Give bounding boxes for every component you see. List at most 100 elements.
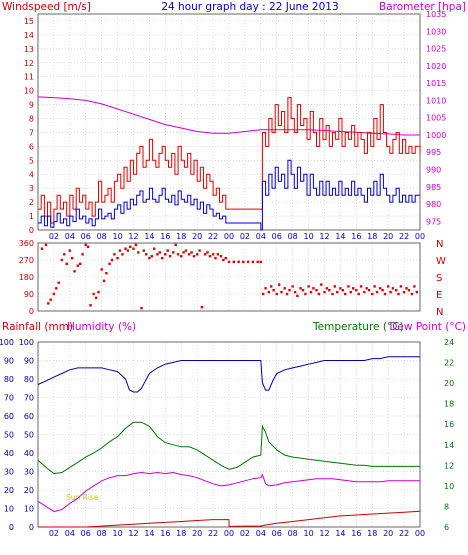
direction-point	[373, 285, 376, 288]
direction-point	[304, 292, 307, 296]
direction-point	[216, 253, 220, 256]
direction-point	[214, 256, 217, 260]
windspeed-tick: 6	[29, 142, 34, 151]
direction-point	[367, 289, 371, 292]
hour-tick-label: 08	[97, 529, 107, 538]
direction-point	[94, 296, 98, 299]
direction-point	[394, 289, 398, 292]
compass-label-s: S	[436, 273, 442, 284]
windspeed-tick: 10	[24, 87, 34, 96]
hour-tick-label: 22	[208, 232, 218, 241]
windspeed-axis-label: Windspeed [m/s]	[2, 1, 91, 13]
direction-point	[391, 287, 395, 290]
temperature-tick-labels: 6 8 10 12 14 16 18 20 22 24	[444, 338, 454, 532]
direction-point	[293, 290, 297, 294]
direction-point	[49, 298, 52, 301]
rainfall-tick: 20	[4, 486, 14, 495]
direction-point	[166, 249, 169, 252]
direction-point	[60, 258, 64, 262]
direction-point	[315, 289, 318, 292]
direction-point	[301, 289, 305, 292]
barometer-tick: 1030	[426, 27, 446, 36]
hour-tick-label: 12	[128, 232, 138, 241]
hour-tick-label: 16	[160, 232, 170, 241]
direction-point	[349, 290, 352, 294]
windspeed-tick: 2	[29, 198, 34, 207]
sun-rise-annotation: Sun Rise	[66, 493, 99, 502]
direction-point	[84, 243, 87, 247]
hour-tick-label: 12	[319, 232, 329, 241]
direction-point	[76, 264, 79, 267]
direction-point	[402, 290, 406, 294]
direction-point	[172, 251, 175, 254]
direction-point	[188, 253, 191, 256]
direction-degree-tick: 90	[24, 290, 34, 299]
humidity-tick: 40	[24, 449, 34, 458]
direction-point	[140, 307, 143, 310]
direction-point	[323, 290, 326, 294]
temperature-tick: 22	[444, 359, 454, 368]
humidity-tick: 80	[24, 375, 34, 384]
hour-tick-label: 22	[208, 529, 218, 538]
hour-tick-label: 00	[224, 529, 234, 538]
direction-point	[100, 268, 103, 271]
direction-plot-area	[37, 242, 421, 312]
hour-tick-label: 00	[224, 232, 234, 241]
direction-point	[312, 287, 315, 290]
compass-label-n: N	[436, 239, 443, 250]
hour-tick-label: 04	[256, 232, 266, 241]
direction-point	[355, 289, 358, 292]
direction-point	[124, 247, 127, 250]
temperature-tick: 6	[444, 523, 449, 532]
temperature-axis-label: Temperature (°C)	[312, 321, 404, 333]
barometer-tick: 975	[426, 217, 441, 226]
direction-point	[262, 292, 265, 296]
direction-point	[359, 285, 363, 288]
wind-series	[37, 96, 421, 231]
temperature-tick: 20	[444, 379, 454, 388]
direction-point	[118, 249, 122, 252]
hour-tick-label: 16	[351, 529, 361, 538]
direction-degree-tick: 180	[19, 273, 34, 282]
direction-point	[288, 289, 291, 292]
direction-point	[399, 285, 403, 288]
barometer-tick-labels: 975 980 985 990 995 1000 1005 1010 1015 1020 1025 1…	[426, 10, 446, 226]
direction-point	[357, 292, 360, 296]
direction-point	[176, 253, 180, 256]
barometer-tick: 1020	[426, 62, 446, 71]
direction-point	[280, 290, 283, 294]
windspeed-tick: 0	[29, 226, 34, 235]
direction-point	[92, 292, 95, 296]
windspeed-tick: 15	[24, 17, 34, 26]
direction-point	[291, 285, 294, 288]
hour-tick-label: 04	[65, 529, 75, 538]
direction-point	[89, 304, 92, 307]
direction-point	[105, 272, 108, 275]
direction-point	[97, 290, 100, 294]
direction-point	[73, 270, 76, 273]
humidity-tick: 20	[24, 486, 34, 495]
temperature-c-line	[37, 421, 420, 475]
bottom-series	[37, 356, 421, 528]
direction-point	[371, 292, 374, 296]
direction-point	[126, 249, 130, 252]
hour-tick-label: 16	[351, 232, 361, 241]
direction-point	[251, 260, 255, 264]
direction-point	[237, 260, 240, 264]
hour-tick-label: 08	[97, 232, 107, 241]
direction-point	[325, 287, 329, 290]
windspeed-tick: 4	[29, 170, 34, 179]
direction-point	[211, 253, 215, 256]
hour-tick-label: 12	[319, 529, 329, 538]
windspeed-tick: 5	[29, 156, 34, 165]
compass-label-w: W	[436, 256, 446, 267]
direction-point	[40, 247, 44, 250]
temperature-tick: 18	[444, 400, 454, 409]
direction-points	[40, 243, 418, 310]
rainfall-tick: 80	[4, 375, 14, 384]
direction-point	[242, 260, 245, 264]
temperature-tick: 14	[444, 441, 454, 450]
rainfall-tick: 30	[4, 468, 14, 477]
